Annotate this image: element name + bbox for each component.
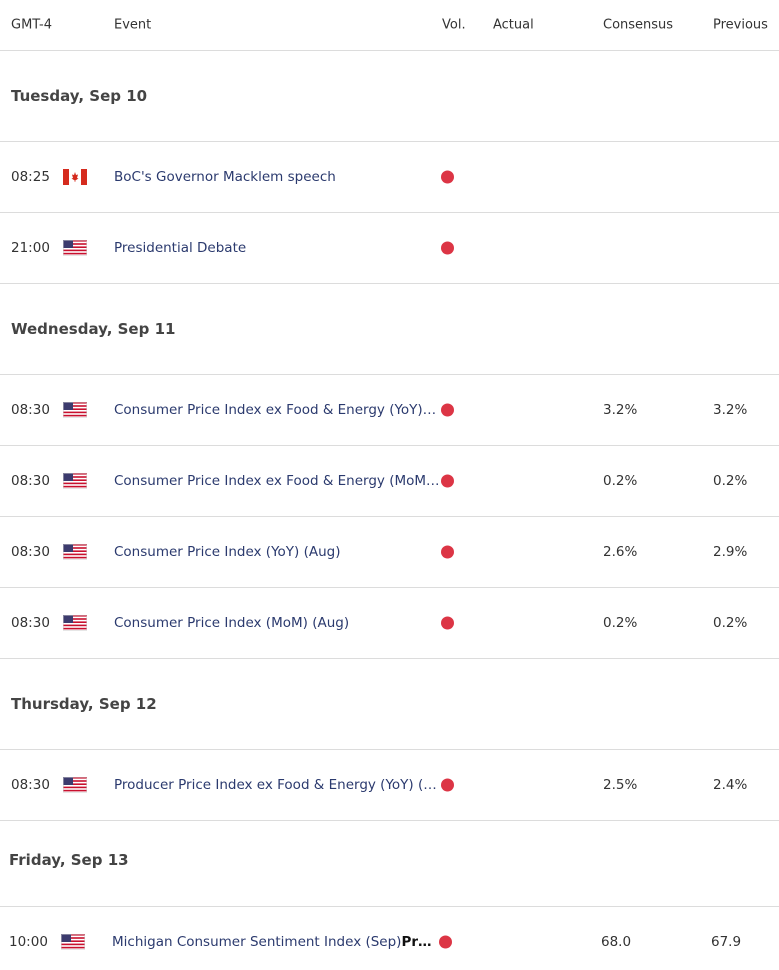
event-text: Michigan Consumer Sentiment Index (Sep) [112,933,402,950]
flag [63,240,87,256]
event-row[interactable]: 08:30 Consumer Price Index ex Food & Ene… [0,375,779,446]
col-consensus: Consensus [603,17,674,33]
day-row: Wednesday, Sep 11 [0,284,779,375]
flag [63,169,87,185]
consensus: 68.0 [601,933,632,950]
consensus: 3.2% [603,402,638,418]
previous: 2.4% [713,777,748,793]
event-suffix: Pr… [401,933,432,950]
flag [61,934,85,950]
day-row: Friday, Sep 13 [0,821,779,898]
previous: 0.2% [713,473,748,489]
time: 08:25 [11,169,50,185]
event-row[interactable]: 08:30 Producer Price Index ex Food & Ene… [0,750,779,821]
header-row: GMT-4 Event Vol. Actual Consensus Previo… [0,0,779,51]
col-time: GMT-4 [11,17,52,33]
previous: 0.2% [713,615,748,631]
consensus: 2.6% [603,544,638,560]
time: 08:30 [11,473,50,489]
vol-dot [441,778,454,792]
flag [63,402,87,418]
col-actual: Actual [493,17,534,33]
time: 10:00 [9,933,48,950]
day: Friday, Sep 13 [9,850,129,869]
event: Producer Price Index ex Food & Energy (Y… [114,777,437,793]
event: Michigan Consumer Sentiment Index (Sep)P… [112,934,432,950]
event: Consumer Price Index (MoM) (Aug) [114,615,350,631]
event-row[interactable]: 21:00 Presidential Debate [0,213,779,284]
previous: 2.9% [713,544,748,560]
col-vol: Vol. [442,17,466,33]
flag [63,544,87,560]
event: Consumer Price Index ex Food & Energy (M… [114,473,440,489]
day: Tuesday, Sep 10 [11,87,148,105]
time: 08:30 [11,615,50,631]
col-event: Event [114,17,152,33]
vol-dot [441,241,454,255]
flag [63,473,87,489]
previous: 3.2% [713,402,748,418]
event: Presidential Debate [114,240,247,256]
event-row[interactable]: 08:30 Consumer Price Index (MoM) (Aug) 0… [0,588,779,659]
time: 08:30 [11,402,50,418]
event: Consumer Price Index (YoY) (Aug) [114,544,341,560]
event: Consumer Price Index ex Food & Energy (Y… [114,402,437,418]
time: 08:30 [11,544,50,560]
vol-dot [441,474,454,488]
consensus: 2.5% [603,777,638,793]
vol-dot [441,170,454,184]
event: BoC's Governor Macklem speech [114,169,336,185]
vol-dot [441,403,454,417]
flag [63,615,87,631]
consensus: 0.2% [603,615,638,631]
col-previous: Previous [713,17,768,33]
event-row[interactable]: 10:00 Michigan Consumer Sentiment Index … [0,906,779,970]
flag [63,777,87,793]
event-row[interactable]: 08:25 BoC's Governor Macklem speech [0,142,779,213]
day-row: Tuesday, Sep 10 [0,51,779,142]
time: 08:30 [11,777,50,793]
previous: 67.9 [711,933,742,950]
vol-dot [441,616,454,630]
day: Thursday, Sep 12 [11,695,157,713]
vol-dot [439,935,452,948]
event-row[interactable]: 08:30 Consumer Price Index (YoY) (Aug) 2… [0,517,779,588]
day: Wednesday, Sep 11 [11,320,176,338]
event-row[interactable]: 08:30 Consumer Price Index ex Food & Ene… [0,446,779,517]
time: 21:00 [11,240,50,256]
consensus: 0.2% [603,473,638,489]
day-row: Thursday, Sep 12 [0,659,779,750]
vol-dot [441,545,454,559]
